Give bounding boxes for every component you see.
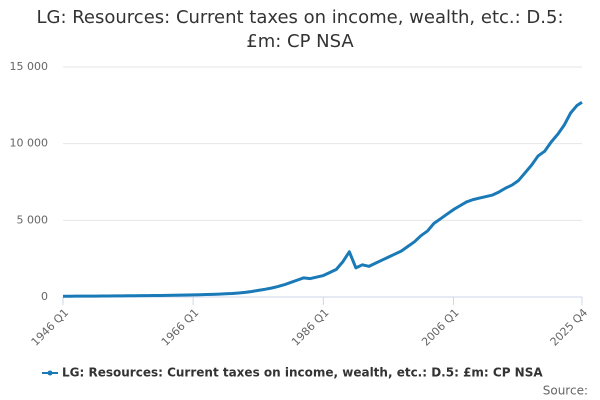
data-line xyxy=(62,100,583,298)
legend-label: LG: Resources: Current taxes on income, … xyxy=(62,366,543,380)
x-tick-label: 1946 Q1 xyxy=(29,306,72,349)
legend-marker xyxy=(47,370,53,376)
x-tick-label: 1966 Q1 xyxy=(159,306,202,349)
x-tick-label: 2006 Q1 xyxy=(419,306,462,349)
y-tick-label: 5 000 xyxy=(17,213,49,226)
chart-title: LG: Resources: Current taxes on income, … xyxy=(36,7,564,52)
y-tick-label: 0 xyxy=(41,290,48,303)
y-tick-label: 10 000 xyxy=(10,137,49,150)
source: Source: xyxy=(543,384,588,398)
y-tick-label: 15 000 xyxy=(10,60,49,73)
x-tick-label: 2025 Q4 xyxy=(548,306,591,349)
x-tick-label: 1986 Q1 xyxy=(289,306,332,349)
